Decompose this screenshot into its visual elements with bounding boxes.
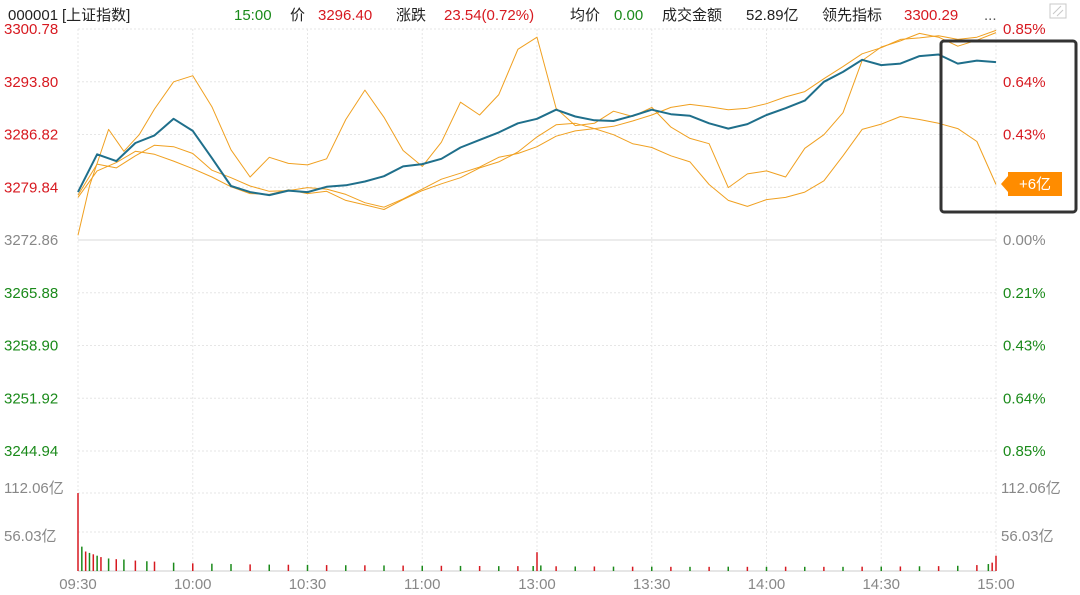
y-tick-left: 3300.78 (4, 21, 58, 38)
header-lead-label: 领先指标 (822, 7, 882, 24)
y-tick-left: 3279.84 (4, 179, 58, 196)
y-axis-right: 0.85% 0.64% 0.43% 0.00% 0.21% 0.43% 0.64% 0.85%… (1001, 21, 1061, 545)
y-tick-left: 3244.94 (4, 443, 58, 460)
grid (77, 28, 997, 572)
y-tick-right: 0.00% (1003, 232, 1046, 249)
volume-tick-left: 112.06亿 (4, 480, 64, 497)
header-code: 000001 (8, 7, 58, 24)
x-tick: 15:00 (977, 576, 1015, 593)
header-more[interactable]: ... (984, 7, 997, 24)
header-avg: 0.00 (614, 7, 643, 24)
volume-tick-right: 112.06亿 (1001, 480, 1061, 497)
x-tick: 14:30 (862, 576, 900, 593)
header: 000001 [上证指数] 15:00 价 3296.40 涨跌 23.54(0… (8, 6, 997, 24)
header-change-label: 涨跌 (396, 7, 426, 24)
y-tick-right: 0.85% (1003, 21, 1046, 38)
header-change: 23.54(0.72%) (444, 7, 534, 24)
y-axis-left: 3300.78 3293.80 3286.82 3279.84 3272.86 3265.… (4, 21, 64, 545)
index-line (77, 53, 997, 197)
y-tick-right: 0.64% (1003, 390, 1046, 407)
x-tick: 14:00 (748, 576, 786, 593)
header-price: 3296.40 (318, 7, 372, 24)
flow-badge-box (1008, 172, 1062, 196)
y-tick-left: 3265.88 (4, 285, 58, 302)
header-turnover: 52.89亿 (746, 7, 799, 24)
x-tick: 10:00 (174, 576, 212, 593)
header-turnover-label: 成交金额 (662, 6, 722, 24)
flow-badge: +6亿 (1001, 172, 1062, 196)
y-tick-right: 0.85% (1003, 443, 1046, 460)
settings-icon[interactable] (1049, 3, 1067, 19)
x-tick: 09:30 (59, 576, 97, 593)
x-tick: 11:00 (404, 576, 440, 593)
flow-badge-text: +6亿 (1019, 176, 1051, 193)
y-tick-right: 0.43% (1003, 338, 1046, 355)
volume-tick-right: 56.03亿 (1001, 528, 1054, 545)
x-tick: 13:00 (518, 576, 556, 593)
flow-badge-pointer (1001, 176, 1008, 192)
y-tick-left: 3258.90 (4, 338, 58, 355)
header-index-name: [上证指数] (62, 7, 130, 24)
series (77, 29, 997, 236)
y-tick-right: 0.64% (1003, 74, 1046, 91)
header-avg-label: 均价 (570, 7, 600, 24)
y-tick-left: 3272.86 (4, 232, 58, 249)
x-axis: 09:30 10:00 10:30 11:00 13:00 13:30 14:00 14:30… (59, 576, 1015, 593)
y-tick-left: 3251.92 (4, 390, 58, 407)
flow-line (77, 29, 997, 208)
y-tick-left: 3286.82 (4, 127, 58, 144)
x-tick: 13:30 (633, 576, 671, 593)
volume-bars (77, 493, 997, 571)
header-price-label: 价 (290, 7, 305, 24)
y-tick-left: 3293.80 (4, 74, 58, 91)
volume-tick-left: 56.03亿 (4, 528, 57, 545)
highlight-box (939, 39, 1078, 214)
y-tick-right: 0.43% (1003, 127, 1046, 144)
header-lead: 3300.29 (904, 7, 958, 24)
y-tick-right: 0.21% (1003, 285, 1046, 302)
header-time: 15:00 (234, 7, 272, 24)
lead-line (77, 32, 997, 236)
x-tick: 10:30 (289, 576, 327, 593)
